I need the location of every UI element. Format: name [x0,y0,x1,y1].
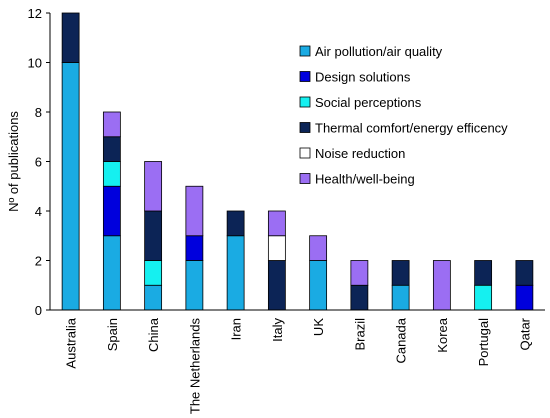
legend-label: Air pollution/air quality [315,44,443,59]
bar-italy-series-4 [267,235,286,261]
bar-spain-series-5 [102,111,121,138]
legend-label: Noise reduction [315,146,405,161]
bar-spain-series-1 [102,185,121,237]
y-tick-label: 12 [28,6,42,21]
bar-the-netherlands-series-0 [185,260,204,311]
bar-china-series-5 [144,161,163,212]
y-tick-label: 8 [35,105,42,120]
legend-swatch [299,147,311,159]
bar-china-series-0 [144,284,163,311]
bar-the-netherlands-series-1 [185,235,204,261]
legend-swatch [299,96,311,108]
legend-label: Thermal comfort/energy efficency [315,121,508,136]
bar-spain-series-3 [102,136,121,162]
y-axis-title: Nº of publications [6,111,21,212]
bar-spain-series-2 [102,161,121,187]
bar-iran-series-0 [226,235,245,311]
y-tick-label: 4 [35,204,42,219]
bar-australia-series-0 [61,62,80,311]
x-tick-label: Korea [435,317,450,352]
bar-brazil-series-3 [350,284,369,311]
y-tick-label: 0 [35,303,42,318]
bar-spain-series-0 [102,235,121,311]
bar-iran-series-3 [226,210,245,237]
x-tick-label: The Netherlands [187,318,202,415]
y-tick-label: 6 [35,155,42,170]
bar-qatar-series-3 [515,260,534,286]
x-tick-label: Australia [64,317,79,368]
y-tick-label: 2 [35,254,42,269]
legend-label: Social perceptions [315,95,422,110]
x-tick-label: Canada [394,317,409,363]
axes: 0 2 4 6 8 10 12 Australia Spain China The Netherla… [28,6,545,414]
bar-italy-series-3 [267,260,286,311]
bar-portugal-series-3 [474,260,493,286]
bar-canada-series-3 [391,260,410,286]
bar-australia-series-3 [61,12,80,63]
x-tick-label: Qatar [517,317,532,350]
bar-uk-series-0 [309,260,328,311]
plot-area [61,12,534,311]
bar-uk-series-5 [309,235,328,261]
y-tick-label: 10 [28,56,42,71]
x-tick-label: Iran [229,318,244,340]
bar-china-series-2 [144,260,163,286]
legend-label: Health/well-being [315,172,415,187]
bar-portugal-series-2 [474,284,493,311]
legend-swatch [299,45,311,57]
bar-korea-series-5 [432,260,451,311]
legend-label: Design solutions [315,70,411,85]
bar-brazil-series-5 [350,260,369,286]
legend: Air pollution/air quality Design solution… [299,44,508,187]
x-tick-label: China [146,317,161,352]
x-tick-label: Brazil [352,318,367,351]
bar-the-netherlands-series-5 [185,185,204,237]
x-tick-label: Portugal [476,318,491,367]
bar-qatar-series-1 [515,284,534,311]
x-tick-label: UK [311,318,326,336]
x-tick-label: Italy [270,318,285,342]
bar-canada-series-0 [391,284,410,311]
bar-china-series-3 [144,210,163,261]
bar-italy-series-5 [267,210,286,237]
x-tick-label: Spain [105,318,120,351]
legend-swatch [299,122,311,133]
legend-swatch [299,173,311,184]
legend-swatch [299,71,311,82]
